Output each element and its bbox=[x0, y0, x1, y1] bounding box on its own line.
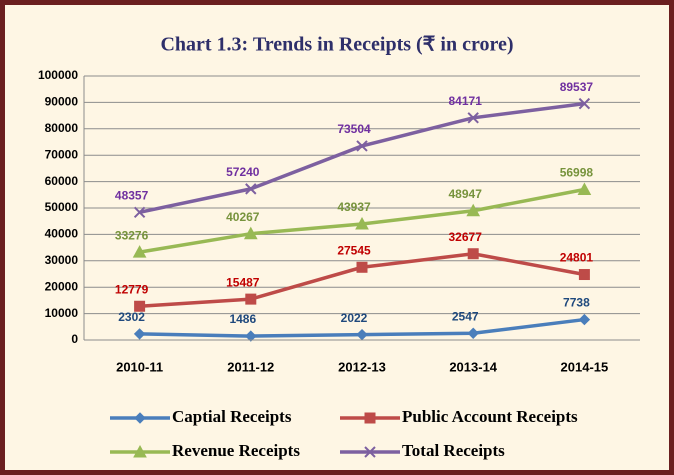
legend-label: Total Receipts bbox=[402, 441, 505, 460]
x-tick-label: 2013-14 bbox=[449, 359, 497, 374]
marker bbox=[356, 140, 368, 152]
data-label: 43937 bbox=[337, 200, 371, 214]
data-label: 73504 bbox=[337, 122, 371, 136]
y-tick-label: 70000 bbox=[45, 147, 79, 161]
y-tick-label: 100000 bbox=[38, 68, 78, 82]
marker bbox=[134, 300, 146, 312]
y-tick-label: 60000 bbox=[45, 174, 79, 188]
data-label: 89537 bbox=[560, 80, 594, 94]
marker bbox=[245, 293, 257, 305]
data-label: 2547 bbox=[452, 309, 479, 323]
marker bbox=[245, 183, 257, 195]
marker bbox=[245, 330, 257, 342]
legend-label: Captial Receipts bbox=[172, 407, 292, 426]
marker bbox=[133, 444, 147, 458]
marker bbox=[467, 112, 479, 124]
marker bbox=[355, 216, 369, 230]
data-label: 1486 bbox=[229, 312, 256, 326]
x-tick-label: 2011-12 bbox=[227, 359, 274, 374]
legend-label: Public Account Receipts bbox=[402, 407, 578, 426]
x-tick-label: 2010-11 bbox=[116, 359, 163, 374]
marker bbox=[364, 412, 376, 424]
y-tick-label: 40000 bbox=[45, 227, 79, 241]
x-tick-label: 2014-15 bbox=[561, 359, 609, 374]
data-label: 48357 bbox=[115, 189, 149, 203]
data-label: 56998 bbox=[560, 166, 594, 180]
data-label: 57240 bbox=[226, 165, 260, 179]
legend-label: Revenue Receipts bbox=[172, 441, 300, 460]
data-label: 27545 bbox=[337, 243, 371, 257]
marker bbox=[467, 327, 479, 339]
y-tick-label: 20000 bbox=[45, 279, 79, 293]
data-label: 40267 bbox=[226, 210, 260, 224]
marker bbox=[467, 248, 479, 260]
marker bbox=[356, 261, 368, 273]
data-label: 24801 bbox=[560, 251, 594, 265]
data-label: 15487 bbox=[226, 275, 260, 289]
y-tick-label: 30000 bbox=[45, 253, 79, 267]
data-label: 12779 bbox=[115, 282, 149, 296]
data-label: 32677 bbox=[449, 230, 483, 244]
data-label: 33276 bbox=[115, 228, 149, 242]
chart-title: Chart 1.3: Trends in Receipts (₹ in cror… bbox=[160, 34, 513, 56]
marker bbox=[578, 313, 591, 326]
y-tick-label: 50000 bbox=[45, 200, 79, 214]
y-tick-label: 90000 bbox=[45, 95, 79, 109]
data-label: 2302 bbox=[118, 310, 145, 324]
marker bbox=[578, 97, 591, 110]
marker bbox=[134, 412, 146, 424]
marker bbox=[133, 206, 146, 219]
marker bbox=[578, 269, 590, 281]
marker bbox=[466, 203, 481, 217]
data-label: 84171 bbox=[449, 94, 483, 108]
marker bbox=[577, 182, 592, 196]
data-label: 2022 bbox=[341, 311, 368, 325]
data-label: 48947 bbox=[449, 187, 483, 201]
y-tick-label: 0 bbox=[71, 332, 78, 346]
marker bbox=[132, 245, 147, 258]
x-tick-label: 2012-13 bbox=[338, 359, 386, 374]
y-tick-label: 80000 bbox=[45, 121, 79, 135]
marker bbox=[243, 226, 258, 240]
data-label: 7738 bbox=[563, 296, 590, 310]
marker bbox=[133, 328, 146, 340]
marker bbox=[364, 446, 376, 458]
y-tick-label: 10000 bbox=[45, 306, 79, 320]
